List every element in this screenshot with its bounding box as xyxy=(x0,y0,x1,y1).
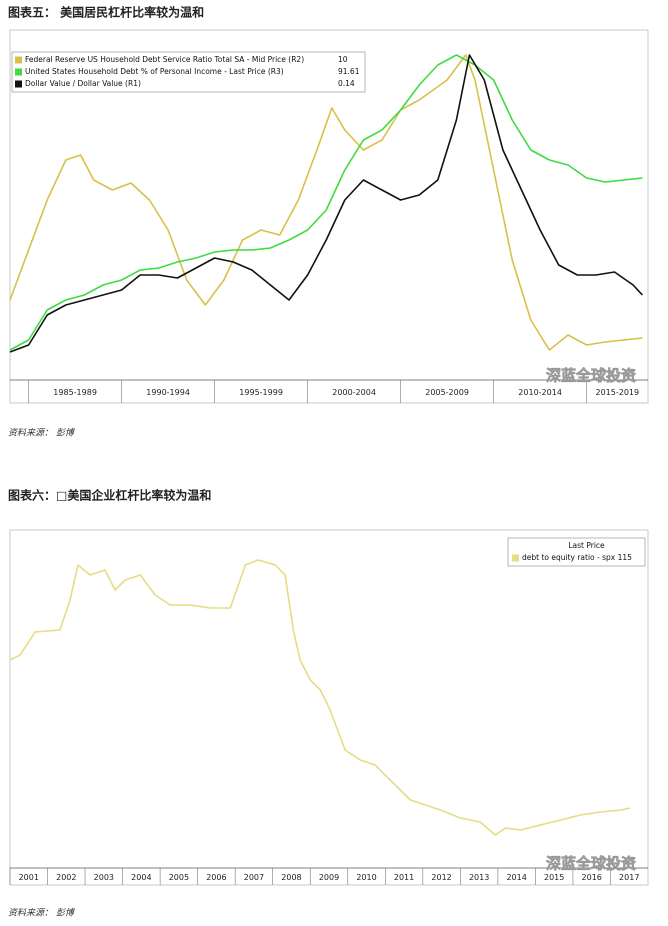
watermark: 深蓝全球投资 xyxy=(546,367,636,385)
legend-title: Last Price xyxy=(568,541,605,550)
x-band-label: 2008 xyxy=(281,873,301,882)
x-band-label: 2009 xyxy=(319,873,339,882)
x-band-label: 2000-2004 xyxy=(332,388,376,397)
legend-swatch xyxy=(15,80,22,88)
x-band-label: 1995-1999 xyxy=(239,388,283,397)
figure-source: 资料来源： 彭博 xyxy=(8,908,76,919)
figure-source: 资料来源： 彭博 xyxy=(8,428,76,439)
legend-label: United States Household Debt % of Person… xyxy=(25,67,284,76)
data-line xyxy=(9,54,643,351)
legend-box xyxy=(11,51,366,93)
legend-box xyxy=(507,537,646,567)
legend-label: debt to equity ratio - spx 115 xyxy=(522,553,632,562)
x-band-label: 2012 xyxy=(431,873,451,882)
x-band-label: 2010-2014 xyxy=(518,388,562,397)
x-band-label: 2003 xyxy=(94,873,114,882)
plot-frame xyxy=(9,29,649,404)
legend-label: Federal Reserve US Household Debt Servic… xyxy=(25,55,304,64)
x-band-label: 1990-1994 xyxy=(146,388,190,397)
watermark: 深蓝全球投资 xyxy=(546,855,636,873)
legend-value: 0.14 xyxy=(338,79,355,88)
x-band-label: 2016 xyxy=(582,873,602,882)
x-band-label: 2005-2009 xyxy=(425,388,469,397)
legend-swatch xyxy=(15,68,22,76)
x-band-label: 2017 xyxy=(619,873,639,882)
x-band-label: 2014 xyxy=(506,873,526,882)
plot-frame xyxy=(9,529,649,886)
x-band-label: 2001 xyxy=(19,873,39,882)
x-band-label: 2005 xyxy=(169,873,189,882)
legend-value: 10 xyxy=(338,55,348,64)
data-line xyxy=(9,54,644,353)
legend-label: Dollar Value / Dollar Value (R1) xyxy=(25,79,141,88)
figure-title: 图表五： 美国居民杠杆比率较为温和 xyxy=(8,5,204,20)
x-band-label: 2004 xyxy=(131,873,151,882)
x-band-label: 2007 xyxy=(244,873,264,882)
data-line xyxy=(9,559,631,836)
x-band-label: 1985-1989 xyxy=(53,388,97,397)
legend-swatch xyxy=(512,554,519,562)
x-band-label: 2013 xyxy=(469,873,489,882)
x-band-label: 2011 xyxy=(394,873,414,882)
x-band-label: 2010 xyxy=(356,873,376,882)
figure-title: 图表六：□美国企业杠杆比率较为温和 xyxy=(8,488,211,503)
data-line xyxy=(9,54,643,351)
x-band-label: 2015 xyxy=(544,873,564,882)
legend-value: 91.61 xyxy=(338,67,360,76)
x-band-label: 2002 xyxy=(56,873,76,882)
legend-swatch xyxy=(15,56,22,64)
x-band-label: 2015-2019 xyxy=(596,388,640,397)
x-band-label: 2006 xyxy=(206,873,226,882)
